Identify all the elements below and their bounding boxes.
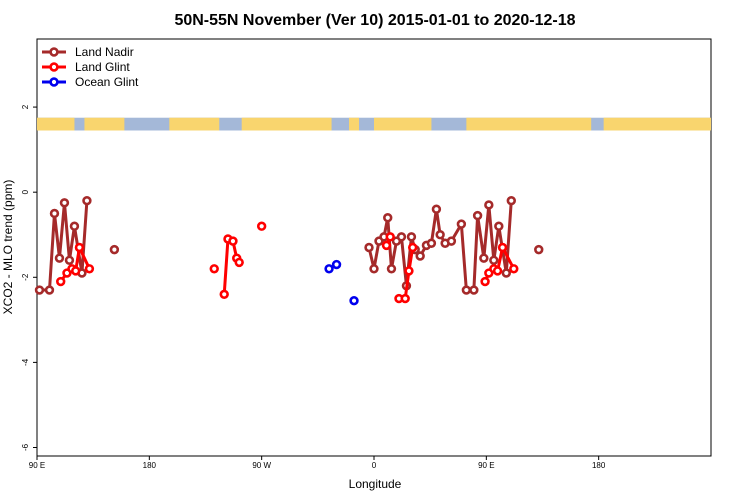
legend-label: Land Glint xyxy=(75,60,130,74)
legend-marker xyxy=(49,47,59,57)
data-point xyxy=(256,221,267,231)
data-point xyxy=(49,208,60,219)
x-tick-label: 180 xyxy=(143,461,157,470)
map-strip-land xyxy=(349,117,360,131)
map-strip-land xyxy=(466,117,592,131)
data-point xyxy=(331,259,342,270)
data-point xyxy=(364,242,374,253)
x-tick-label: 90 E xyxy=(478,461,494,470)
legend-marker xyxy=(49,62,59,72)
data-point xyxy=(228,236,238,246)
data-point xyxy=(369,264,379,274)
data-point xyxy=(54,253,65,263)
data-point xyxy=(381,240,392,251)
data-point xyxy=(34,285,45,295)
data-point xyxy=(383,213,393,223)
y-tick-label: 0 xyxy=(21,189,30,194)
data-point xyxy=(435,230,445,240)
legend-label: Ocean Glint xyxy=(75,75,139,89)
data-point xyxy=(74,242,85,253)
data-point xyxy=(219,289,229,300)
x-tick-label: 90 E xyxy=(29,461,45,470)
data-point xyxy=(404,266,414,276)
legend-item: Land Glint xyxy=(42,60,130,74)
data-point xyxy=(396,232,407,242)
legend-label: Land Nadir xyxy=(75,45,134,59)
y-axis: 2 0 -2 -4 -6 xyxy=(21,104,37,451)
data-point xyxy=(415,251,425,261)
data-point xyxy=(506,195,516,206)
y-tick-label: -4 xyxy=(21,358,30,366)
data-point xyxy=(492,266,503,276)
data-point xyxy=(406,232,417,242)
series-layer xyxy=(34,195,544,306)
data-point xyxy=(59,198,70,208)
data-point xyxy=(484,200,494,210)
data-point xyxy=(509,264,519,274)
x-axis-label: Longitude xyxy=(349,477,402,491)
data-point xyxy=(472,210,483,221)
data-point xyxy=(386,264,397,274)
data-point xyxy=(446,236,457,246)
y-axis-label: XCO2 - MLO trend (ppm) xyxy=(1,180,15,315)
map-strip-land xyxy=(603,117,711,131)
x-axis: 90 E 180 90 W 0 90 E 180 xyxy=(29,456,606,470)
data-point xyxy=(234,257,244,268)
series-line xyxy=(222,237,241,295)
map-strip-land xyxy=(374,117,432,131)
x-tick-label: 0 xyxy=(372,461,377,470)
x-tick-label: 90 W xyxy=(252,461,271,470)
plot-frame xyxy=(36,38,712,457)
y-tick-label: -6 xyxy=(21,443,30,451)
data-point xyxy=(469,285,479,295)
data-point xyxy=(497,242,508,253)
data-point xyxy=(69,221,80,231)
land-ocean-map-strip xyxy=(37,117,711,131)
data-point xyxy=(431,204,442,214)
series-land-glint xyxy=(56,221,519,304)
data-point xyxy=(44,285,55,295)
map-strip-land xyxy=(241,117,332,131)
data-point xyxy=(501,268,512,278)
data-point xyxy=(479,253,489,263)
data-point xyxy=(456,219,467,229)
series-land-nadir xyxy=(34,195,544,295)
series-ocean-glint xyxy=(324,259,359,306)
legend-item: Land Nadir xyxy=(42,45,134,59)
data-point xyxy=(84,264,95,274)
data-point xyxy=(209,264,219,274)
data-point xyxy=(400,293,410,304)
data-point xyxy=(109,244,120,255)
data-point xyxy=(82,195,92,206)
data-point xyxy=(349,295,359,306)
data-point xyxy=(534,244,544,255)
y-tick-label: 2 xyxy=(21,104,30,109)
legend-item: Ocean Glint xyxy=(42,75,139,89)
x-tick-label: 180 xyxy=(592,461,606,470)
map-strip-land xyxy=(84,117,125,131)
data-point xyxy=(494,221,504,231)
data-point xyxy=(461,285,472,295)
data-point xyxy=(324,264,334,274)
y-tick-label: -2 xyxy=(21,273,30,281)
data-point xyxy=(489,255,499,265)
map-strip-land xyxy=(37,117,75,131)
data-point xyxy=(407,242,418,253)
data-point xyxy=(426,238,437,248)
data-point xyxy=(70,266,81,276)
legend-marker xyxy=(49,77,59,87)
chart-title: 50N-55N November (Ver 10) 2015-01-01 to … xyxy=(174,12,575,29)
data-point xyxy=(64,255,75,265)
data-point xyxy=(480,276,490,287)
data-point xyxy=(56,276,66,287)
map-strip-land xyxy=(169,117,220,131)
data-point xyxy=(385,232,395,242)
